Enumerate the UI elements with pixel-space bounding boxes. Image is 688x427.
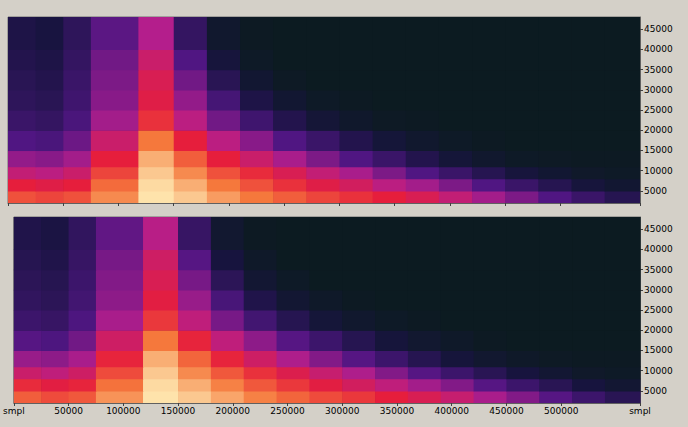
svg-text:smpl: smpl [629, 406, 651, 416]
svg-text:10000: 10000 [644, 366, 673, 376]
svg-text:20000: 20000 [644, 125, 673, 135]
svg-text:350000: 350000 [380, 406, 415, 416]
svg-text:25000: 25000 [644, 305, 673, 315]
svg-text:200000: 200000 [216, 406, 251, 416]
svg-text:450000: 450000 [489, 406, 524, 416]
svg-text:5000: 5000 [644, 386, 667, 396]
svg-text:35000: 35000 [644, 265, 673, 275]
svg-text:30000: 30000 [644, 285, 673, 295]
svg-text:20000: 20000 [644, 325, 673, 335]
svg-text:100000: 100000 [106, 406, 141, 416]
svg-text:15000: 15000 [644, 345, 673, 355]
svg-text:50000: 50000 [54, 406, 83, 416]
svg-text:35000: 35000 [644, 65, 673, 75]
svg-text:10000: 10000 [644, 166, 673, 176]
svg-text:250000: 250000 [270, 406, 305, 416]
svg-text:150000: 150000 [161, 406, 196, 416]
svg-text:25000: 25000 [644, 105, 673, 115]
svg-text:5000: 5000 [644, 186, 667, 196]
svg-text:15000: 15000 [644, 145, 673, 155]
svg-text:400000: 400000 [435, 406, 470, 416]
svg-text:300000: 300000 [325, 406, 360, 416]
svg-text:40000: 40000 [644, 44, 673, 54]
svg-text:45000: 45000 [644, 24, 673, 34]
svg-text:smpl: smpl [3, 406, 25, 416]
svg-text:500000: 500000 [544, 406, 579, 416]
svg-text:40000: 40000 [644, 244, 673, 254]
svg-text:30000: 30000 [644, 85, 673, 95]
svg-text:45000: 45000 [644, 224, 673, 234]
